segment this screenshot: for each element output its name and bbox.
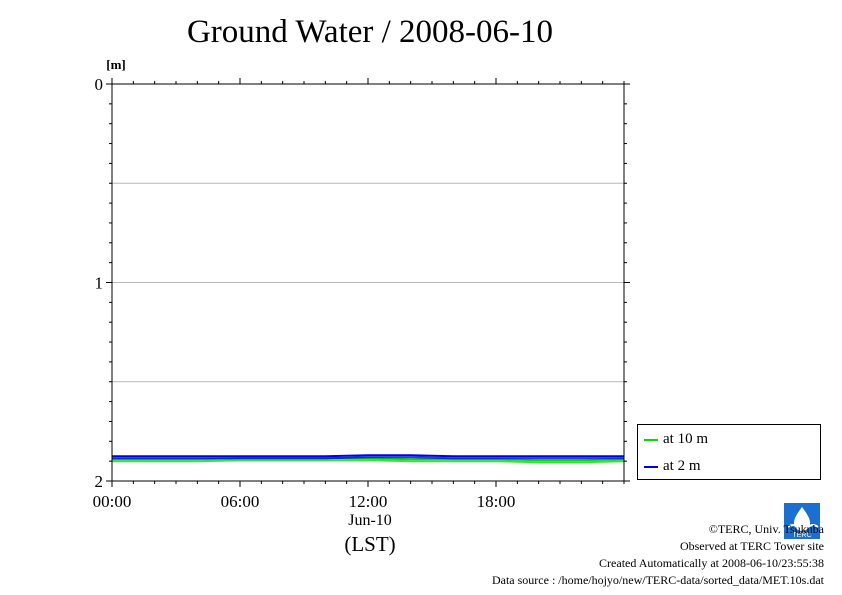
legend-item-2m: at 2 m — [644, 458, 701, 475]
credit-site: Observed at TERC Tower site — [679, 539, 824, 553]
credit-created: Created Automatically at 2008-06-10/23:5… — [599, 556, 824, 570]
x-date-label: Jun-10 — [348, 512, 392, 529]
series-line-band-1 — [112, 456, 624, 460]
axis-ticks — [106, 78, 630, 487]
x-tick-label: 00:00 — [93, 492, 132, 511]
legend-label-2m: at 2 m — [663, 458, 701, 474]
x-tick-label: 18:00 — [477, 492, 516, 511]
series-line-band-0 — [112, 459, 625, 464]
series-lines — [112, 454, 625, 464]
y-tick-label: 1 — [95, 274, 104, 293]
axis-labels: 0 1 2 [m] 00:00 06:00 12:00 18:00 — [93, 57, 516, 511]
x-tick-label: 12:00 — [349, 492, 388, 511]
logo-text: TERC — [792, 532, 811, 539]
y-axis-label: [m] — [106, 57, 126, 72]
legend-swatch-2m — [644, 465, 658, 468]
credit-copyright: ©TERC, Univ. Tsukuba — [708, 522, 824, 536]
x-tick-label: 06:00 — [221, 492, 260, 511]
y-tick-label: 2 — [95, 472, 104, 491]
y-tick-label: 0 — [95, 75, 104, 94]
chart-title: Ground Water / 2008-06-10 — [186, 14, 554, 50]
x-timezone-label: (LST) — [344, 532, 396, 556]
terc-logo: TERC — [784, 503, 820, 539]
grid-lines — [112, 182, 624, 383]
legend-label-10m: at 10 m — [663, 431, 708, 447]
credit-source: Data source : /home/hojyo/new/TERC-data/… — [491, 573, 824, 587]
legend: at 10 m at 2 m — [637, 424, 821, 480]
legend-item-10m: at 10 m — [644, 431, 708, 448]
legend-swatch-10m — [644, 438, 658, 441]
series-line-1 — [112, 454, 624, 458]
